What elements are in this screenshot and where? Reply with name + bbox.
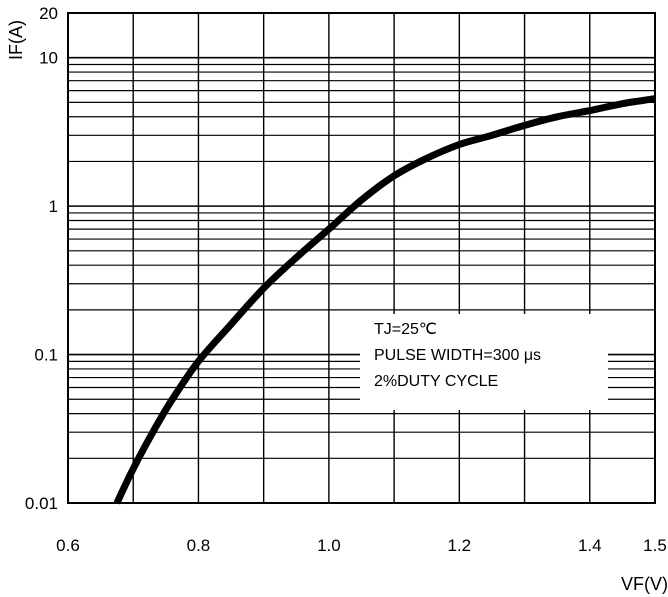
x-tick-labels: 0.6 0.8 1.0 1.2 1.4 1.5 <box>56 536 667 555</box>
y-tick-label: 1 <box>49 197 58 216</box>
x-tick-label: 1.4 <box>578 536 602 555</box>
plot-frame <box>67 12 656 504</box>
forward-current-curve <box>113 95 656 505</box>
annotation-duty-cycle: 2%DUTY CYCLE <box>374 373 498 390</box>
y-tick-label: 10 <box>39 49 58 68</box>
annotation-background <box>360 314 608 410</box>
x-tick-label: 1.5 <box>643 536 667 555</box>
y-tick-label: 0.01 <box>25 494 58 513</box>
y-axis-title: IF(A) <box>6 20 26 60</box>
x-tick-label: 1.0 <box>317 536 341 555</box>
y-tick-label: 20 <box>39 4 58 23</box>
vertical-gridlines <box>132 13 591 503</box>
annotation-temperature: TJ=25℃ <box>374 321 437 338</box>
x-tick-label: 0.6 <box>56 536 80 555</box>
x-axis-title: VF(V) <box>621 574 668 594</box>
annotation-pulse-width: PULSE WIDTH=300 μs <box>374 347 541 364</box>
horizontal-gridlines <box>68 56 655 459</box>
y-tick-labels: 0.01 0.1 1 10 20 <box>25 4 58 513</box>
curves <box>113 95 656 505</box>
x-tick-label: 1.2 <box>448 536 472 555</box>
y-tick-label: 0.1 <box>34 346 58 365</box>
x-tick-label: 0.8 <box>187 536 211 555</box>
